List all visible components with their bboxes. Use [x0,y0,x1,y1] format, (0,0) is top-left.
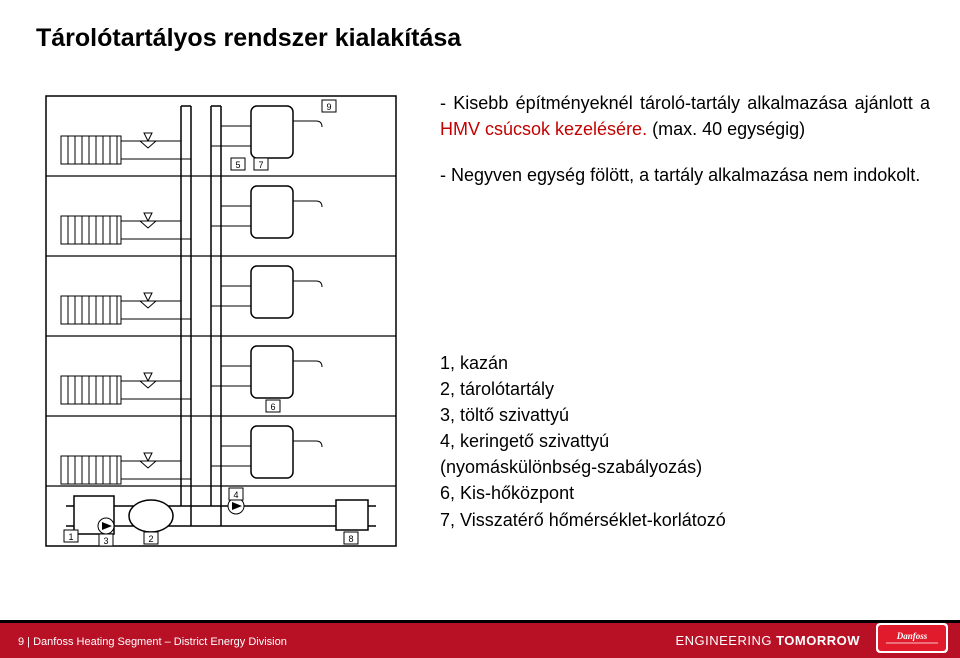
system-diagram: 5 7 9 [36,86,406,556]
footer-tagline: ENGINEERING TOMORROW [675,633,860,648]
diagram-label-7: 7 [258,160,263,170]
svg-text:Danfoss: Danfoss [896,631,928,641]
hmv-highlight: HMV csúcsok kezelésére. [440,119,647,139]
legend-item-4: 4, keringető szivattyú [440,428,930,454]
slide: Tárolótartályos rendszer kialakítása [0,0,960,658]
diagram-label-8: 8 [348,534,353,544]
paragraph-2: - Negyven egység fölött, a tartály alkal… [440,162,930,188]
legend-item-5: (nyomáskülönbség-szabályozás) [440,454,930,480]
footer-text: Danfoss Heating Segment – District Energ… [33,636,287,648]
footer-left: 9 | Danfoss Heating Segment – District E… [18,636,287,648]
legend: 1, kazán 2, tárolótartály 3, töltő sziva… [440,350,930,533]
diagram-label-6: 6 [270,402,275,412]
legend-item-6: 6, Kis-hőközpont [440,480,930,506]
diagram-label-3: 3 [103,536,108,546]
footer: 9 | Danfoss Heating Segment – District E… [0,620,960,658]
danfoss-logo: Danfoss [876,623,948,653]
paragraph-1: - Kisebb építményeknél tároló-tartály al… [440,90,930,142]
legend-item-1: 1, kazán [440,350,930,376]
body-text: - Kisebb építményeknél tároló-tartály al… [440,90,930,208]
page-title: Tárolótartályos rendszer kialakítása [36,24,461,53]
diagram-label-1: 1 [68,532,73,542]
legend-item-3: 3, töltő szivattyú [440,402,930,428]
diagram-label-9: 9 [326,102,331,112]
diagram-label-4: 4 [233,490,238,500]
legend-item-7: 7, Visszatérő hőmérséklet-korlátozó [440,507,930,533]
diagram-label-2: 2 [148,534,153,544]
legend-item-2: 2, tárolótartály [440,376,930,402]
diagram-label-5: 5 [235,160,240,170]
